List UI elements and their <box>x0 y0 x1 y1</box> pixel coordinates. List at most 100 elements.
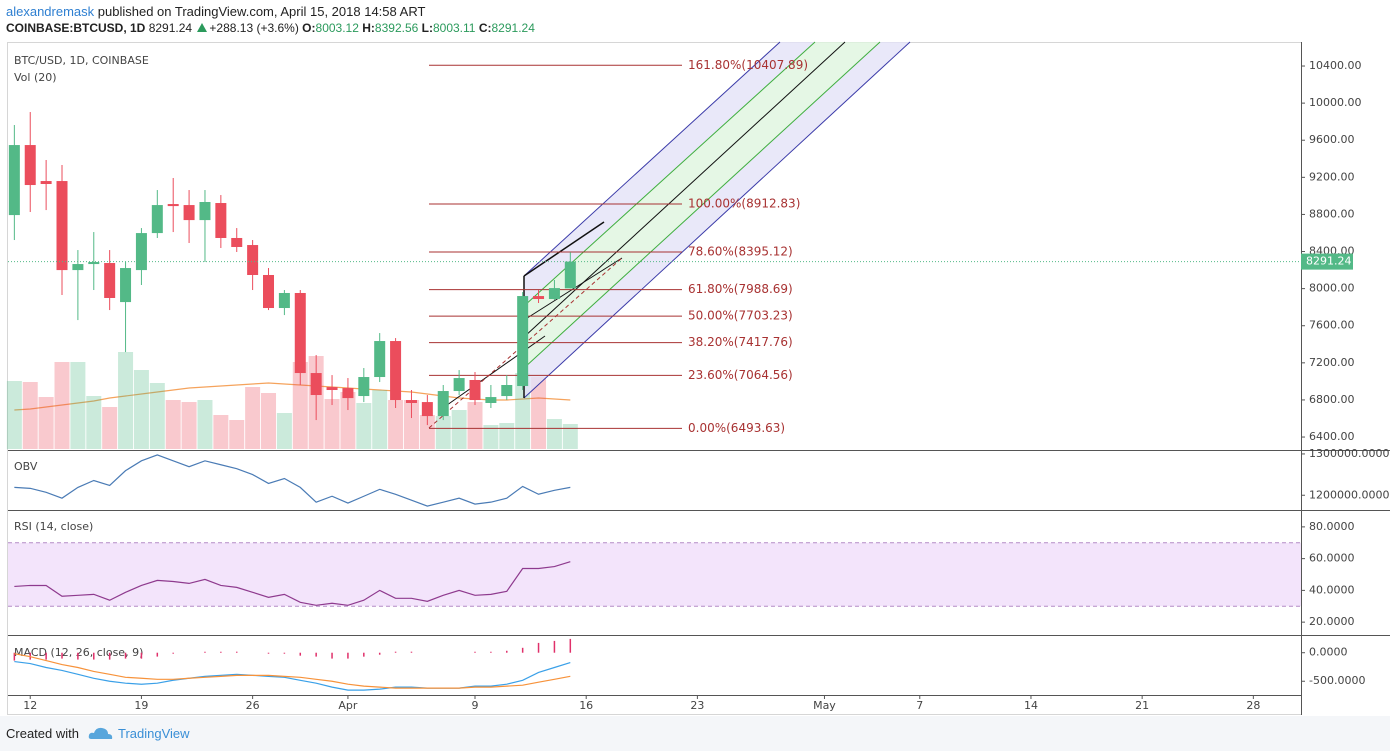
volume-bar <box>483 425 499 449</box>
volume-bar <box>531 377 547 449</box>
open-value: 8003.12 <box>315 21 359 35</box>
x-tick-label: 23 <box>690 699 704 712</box>
volume-bar <box>499 423 515 449</box>
y-tick-label: 6400.00 <box>1309 430 1355 443</box>
candle-body <box>263 274 275 309</box>
y-tick-label: 10400.00 <box>1309 59 1362 72</box>
symbol-line: COINBASE:BTCUSD, 1D 8291.24 +288.13 (+3.… <box>6 20 535 37</box>
volume-bar <box>562 424 578 449</box>
candle-body <box>104 263 116 298</box>
chart-frame <box>7 42 1302 715</box>
volume-bar <box>276 413 292 449</box>
volume-bar <box>229 420 245 449</box>
pane-title: OBV <box>14 460 38 473</box>
candle-body <box>24 145 36 186</box>
fork-handle <box>523 257 623 321</box>
candle-body <box>326 387 338 391</box>
fib-label: 61.80%(7988.69) <box>688 282 793 296</box>
close-label: C: <box>478 21 492 35</box>
x-tick-label: 7 <box>916 699 923 712</box>
volume-bar <box>181 402 197 449</box>
volume-bar <box>372 390 388 449</box>
y-tick-label: 10000.00 <box>1309 96 1362 109</box>
candle-body <box>135 233 147 271</box>
x-tick-label: 14 <box>1024 699 1038 712</box>
last-price: 8291.24 <box>148 21 193 35</box>
fib-label: 50.00%(7703.23) <box>688 309 793 323</box>
chart: BTC/USD, 1D, COINBASE Vol (20) OBV RSI (… <box>6 41 1390 715</box>
candle-body <box>278 292 290 309</box>
pane-title: BTC/USD, 1D, COINBASE <box>14 54 149 67</box>
low-value: 8003.11 <box>432 21 476 35</box>
candle-body <box>310 373 322 396</box>
volume-bar <box>245 387 261 449</box>
candle-body <box>120 268 132 303</box>
footer: Created with TradingView <box>0 716 1390 751</box>
candle-body <box>485 397 497 403</box>
x-tick-label: 9 <box>472 699 479 712</box>
logo-cloud <box>88 727 113 739</box>
volume-bar <box>213 415 229 449</box>
volume-bar <box>38 397 54 449</box>
volume-title: Vol (20) <box>14 71 57 84</box>
volume-bar <box>102 407 118 449</box>
y-tick-label: 40.0000 <box>1309 583 1355 596</box>
candle-body <box>294 292 306 374</box>
volume-bar <box>324 399 340 449</box>
high-label: H: <box>362 21 375 35</box>
low-label: L: <box>421 21 433 35</box>
author[interactable]: alexandremask <box>6 4 95 19</box>
volume-bar <box>197 400 213 449</box>
indicator-line <box>14 561 571 606</box>
y-tick-label: 6800.00 <box>1309 393 1355 406</box>
x-tick-label: 26 <box>246 699 260 712</box>
volume-bar <box>403 400 419 449</box>
symbol: COINBASE:BTCUSD, 1D <box>6 21 146 35</box>
volume-bar <box>451 410 467 449</box>
y-tick-label: 7600.00 <box>1309 319 1355 332</box>
y-tick-label: 9200.00 <box>1309 170 1355 183</box>
close-value: 8291.24 <box>491 21 535 35</box>
y-tick-label: 7200.00 <box>1309 356 1355 369</box>
candle-body <box>40 181 52 185</box>
last-price-label: 8291.24 <box>1306 255 1352 268</box>
candle-body <box>437 391 449 417</box>
volume-bar <box>70 362 86 449</box>
high-value: 8392.56 <box>374 21 419 35</box>
candle-body <box>405 400 417 403</box>
candle-body <box>374 341 386 378</box>
y-tick-label: 8800.00 <box>1309 207 1355 220</box>
fork-line <box>523 41 781 277</box>
x-tick-label: 28 <box>1246 699 1260 712</box>
candle-body <box>342 388 354 399</box>
x-tick-label: 19 <box>134 699 148 712</box>
candle-body <box>421 402 433 417</box>
fork-median <box>523 41 846 338</box>
volume-bar <box>261 393 277 449</box>
y-tick-label: -500.0000 <box>1309 674 1365 687</box>
header-line: alexandremask published on TradingView.c… <box>6 3 535 20</box>
candle-body <box>183 205 195 221</box>
candle-body <box>390 341 402 401</box>
fib-label: 100.00%(8912.83) <box>688 196 800 210</box>
pane-title: RSI (14, close) <box>14 520 93 533</box>
candle-body <box>517 296 529 387</box>
volume-bar <box>149 383 165 449</box>
x-tick-label: 16 <box>579 699 593 712</box>
brand[interactable]: TradingView <box>118 726 190 741</box>
y-tick-label: 20.0000 <box>1309 615 1355 628</box>
y-tick-label: 9600.00 <box>1309 133 1355 146</box>
candle-body <box>56 181 68 271</box>
candle-body <box>247 245 259 275</box>
volume-bar <box>54 362 70 449</box>
candle-body <box>501 385 513 397</box>
volume-bar <box>467 402 483 449</box>
volume-bar <box>292 362 308 449</box>
volume-bar <box>435 416 451 449</box>
fib-label: 0.00%(6493.63) <box>688 421 785 435</box>
volume-bar <box>340 392 356 449</box>
y-tick-label: 60.0000 <box>1309 552 1355 565</box>
volume-bar <box>22 382 38 449</box>
candle-body <box>199 201 211 221</box>
